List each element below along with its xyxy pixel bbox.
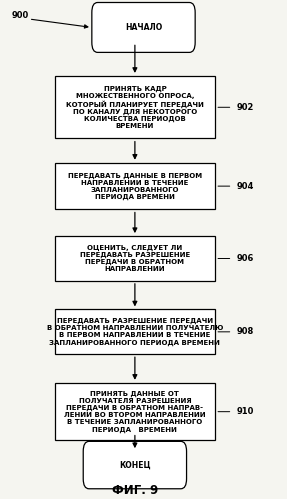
Text: КОНЕЦ: КОНЕЦ [119,461,151,470]
Text: ПРИНЯТЬ КАДР
МНОЖЕСТВЕННОГО ОПРОСА,
КОТОРЫЙ ПЛАНИРУЕТ ПЕРЕДАЧИ
ПО КАНАЛУ ДЛЯ НЕК: ПРИНЯТЬ КАДР МНОЖЕСТВЕННОГО ОПРОСА, КОТО… [66,85,204,129]
Text: ПРИНЯТЬ ДАННЫЕ ОТ
ПОЛУЧАТЕЛЯ РАЗРЕШЕНИЯ
ПЕРЕДАЧИ В ОБРАТНОМ НАПРАВ-
ЛЕНИИ ВО ВТО: ПРИНЯТЬ ДАННЫЕ ОТ ПОЛУЧАТЕЛЯ РАЗРЕШЕНИЯ … [64,391,206,433]
Bar [55,383,215,441]
Text: 900: 900 [11,11,29,20]
Text: 908: 908 [237,327,254,336]
Text: ОЦЕНИТЬ, СЛЕДУЕТ ЛИ
ПЕРЕДАВАТЬ РАЗРЕШЕНИЕ
ПЕРЕДАЧИ В ОБРАТНОМ
НАПРАВЛЕНИИ: ОЦЕНИТЬ, СЛЕДУЕТ ЛИ ПЕРЕДАВАТЬ РАЗРЕШЕНИ… [80,245,190,272]
Text: 910: 910 [237,407,254,416]
Bar [55,236,215,281]
FancyBboxPatch shape [92,2,195,52]
Bar [55,309,215,354]
Bar [55,76,215,138]
Text: 902: 902 [237,103,254,112]
Text: 906: 906 [237,254,254,263]
Bar [55,163,215,210]
Text: ПЕРЕДАВАТЬ РАЗРЕШЕНИЕ ПЕРЕДАЧИ
В ОБРАТНОМ НАПРАВЛЕНИИ ПОЛУЧАТЕЛЮ
В ПЕРВОМ НАПРАВ: ПЕРЕДАВАТЬ РАЗРЕШЕНИЕ ПЕРЕДАЧИ В ОБРАТНО… [47,318,223,346]
Text: ПЕРЕДАВАТЬ ДАННЫЕ В ПЕРВОМ
НАПРАВЛЕНИИ В ТЕЧЕНИЕ
ЗАПЛАНИРОВАННОГО
ПЕРИОДА ВРЕМЕН: ПЕРЕДАВАТЬ ДАННЫЕ В ПЕРВОМ НАПРАВЛЕНИИ В… [68,172,202,200]
Text: ФИГ. 9: ФИГ. 9 [112,484,158,497]
Text: 904: 904 [237,182,254,191]
Text: НАЧАЛО: НАЧАЛО [125,23,162,32]
FancyBboxPatch shape [83,442,187,489]
